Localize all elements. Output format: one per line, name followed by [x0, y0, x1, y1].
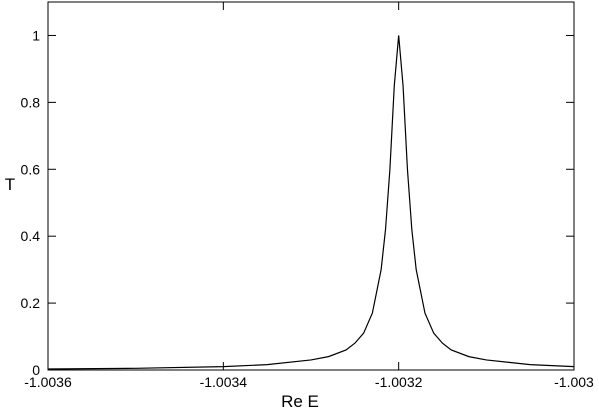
y-tick-label: 0.4	[21, 228, 41, 244]
x-tick-label: -1.0036	[24, 374, 72, 390]
x-tick-label: -1.0032	[375, 374, 423, 390]
x-tick-label: -1.003	[554, 374, 594, 390]
y-axis-label: T	[5, 175, 15, 194]
x-tick-label: -1.0034	[200, 374, 248, 390]
x-axis-label: Re E	[281, 392, 319, 411]
y-tick-label: 0.2	[21, 295, 41, 311]
y-tick-label: 0.8	[21, 94, 41, 110]
y-tick-label: 0	[32, 362, 40, 378]
y-tick-label: 0.6	[21, 161, 41, 177]
y-tick-label: 1	[32, 27, 40, 43]
data-line	[47, 35, 575, 370]
plot-frame	[47, 1, 575, 371]
